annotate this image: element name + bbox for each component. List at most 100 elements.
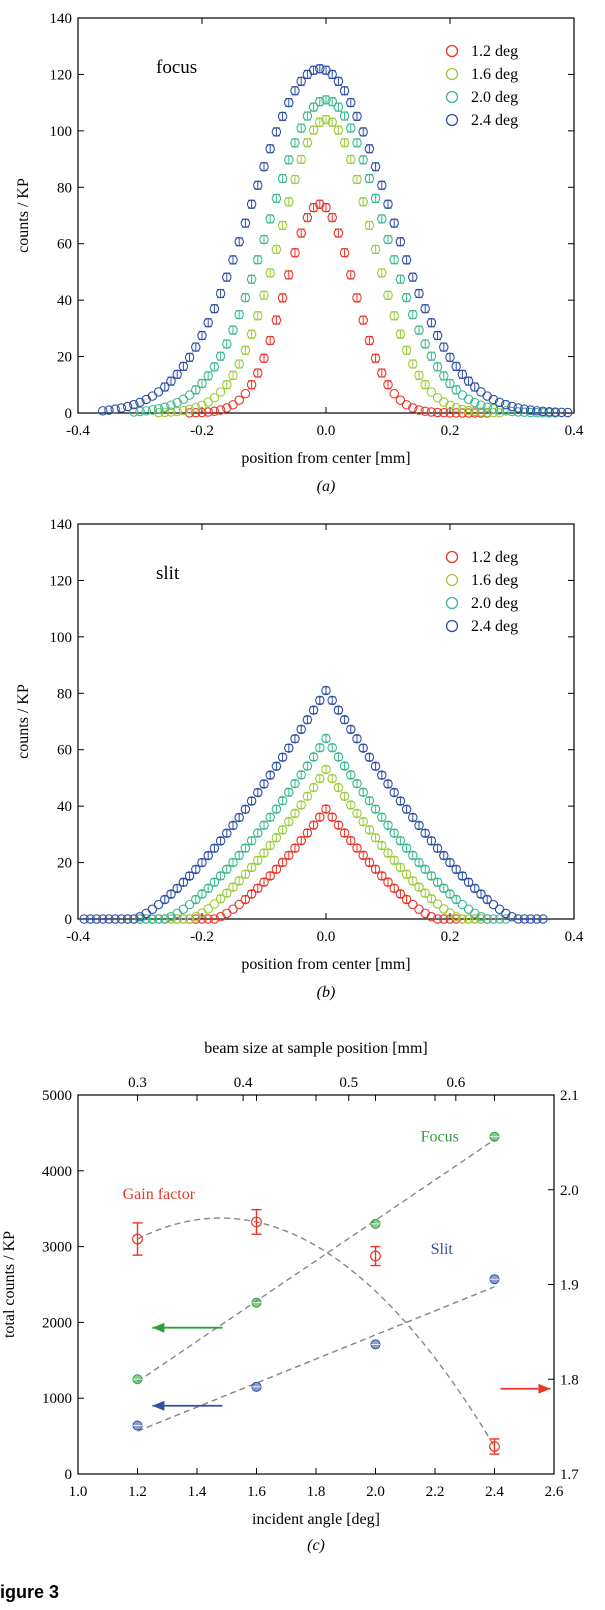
data-point-b <box>370 833 381 843</box>
data-point <box>352 734 362 744</box>
data-point <box>284 787 294 798</box>
data-point-b <box>222 864 232 875</box>
data-point <box>507 401 517 412</box>
data-point-b <box>160 914 170 924</box>
data-point <box>408 850 418 861</box>
data-point-a <box>426 387 437 397</box>
data-point <box>129 914 139 924</box>
data-point-b <box>358 816 368 827</box>
data-point-a <box>457 404 468 415</box>
data-point-a <box>290 86 300 96</box>
data-point <box>209 899 220 909</box>
data-point <box>104 914 114 924</box>
data-point-gain-factor <box>370 1245 381 1267</box>
data-point-a <box>234 237 244 247</box>
data-point <box>470 914 480 924</box>
data-point-a <box>451 403 461 413</box>
x-tick-label-a: 0.4 <box>565 423 584 439</box>
data-point-b <box>265 812 275 822</box>
data-point-b <box>346 770 356 780</box>
data-point-a <box>346 154 356 165</box>
data-point-b <box>370 864 381 874</box>
data-point-a <box>488 394 499 405</box>
data-point-a <box>339 137 350 148</box>
data-point-a <box>439 371 449 381</box>
data-point-b <box>277 752 288 762</box>
data-point <box>209 393 220 403</box>
data-point <box>166 376 176 386</box>
data-point <box>364 173 375 184</box>
data-point <box>451 911 461 922</box>
data-point-a <box>277 111 288 122</box>
data-point-focus <box>251 1297 262 1308</box>
data-point <box>358 816 368 827</box>
data-point-a <box>228 325 238 335</box>
panel-label-a: (a) <box>317 478 336 495</box>
data-point <box>315 64 325 74</box>
data-point-a <box>463 405 474 416</box>
data-point-b <box>451 864 461 875</box>
legend-marker-a <box>445 44 459 58</box>
data-point <box>209 362 220 372</box>
data-point <box>358 197 368 207</box>
data-point <box>290 843 300 853</box>
data-point-a <box>383 290 393 301</box>
data-point-a <box>209 406 220 416</box>
data-point-gain-factor <box>489 1438 500 1455</box>
data-point <box>153 387 164 397</box>
y-tick-label-b: 20 <box>57 856 72 872</box>
data-point <box>420 379 430 390</box>
data-point-b <box>104 914 114 924</box>
data-point <box>321 95 331 105</box>
data-point <box>141 406 151 416</box>
data-point <box>277 825 288 835</box>
x-axis-label-a: position from center [mm] <box>241 450 410 467</box>
data-point-b <box>333 705 344 715</box>
data-point <box>271 761 282 772</box>
data-point <box>377 368 387 378</box>
data-point <box>302 137 313 148</box>
data-point-a <box>160 402 170 412</box>
data-point-a <box>395 395 406 405</box>
data-point-b <box>184 899 195 910</box>
x-tick-label-c: 1.0 <box>69 1484 88 1500</box>
data-point <box>116 403 127 413</box>
data-point <box>432 362 443 372</box>
legend-marker-b <box>445 596 459 610</box>
data-point <box>339 137 350 148</box>
data-point-b <box>507 912 517 922</box>
data-point-b <box>116 914 127 924</box>
data-point <box>408 272 418 282</box>
data-point-a <box>228 370 238 381</box>
data-point-a <box>296 154 306 165</box>
data-point <box>197 857 207 868</box>
data-point <box>414 857 424 868</box>
data-point <box>383 848 393 858</box>
x-tick-label-a: 0.2 <box>441 423 460 439</box>
y-tick-label-c: 2000 <box>42 1315 72 1331</box>
data-point-b <box>302 828 313 838</box>
data-point <box>240 843 251 853</box>
data-point-b <box>352 778 362 789</box>
data-point-a <box>284 97 294 108</box>
data-point <box>333 752 344 762</box>
data-point-b <box>451 911 461 922</box>
panel-label-b: (b) <box>317 984 336 1001</box>
data-point <box>191 342 201 352</box>
fit-line-focus <box>137 1139 495 1383</box>
data-point <box>327 812 337 822</box>
x-tick-label-c: 1.6 <box>247 1484 266 1500</box>
data-point-b <box>463 904 474 914</box>
data-point <box>265 770 275 780</box>
data-point <box>321 804 331 814</box>
data-point-b <box>277 796 288 806</box>
data-point-a <box>476 407 486 417</box>
data-point <box>215 894 226 904</box>
data-point <box>457 871 468 881</box>
data-point <box>110 404 120 414</box>
data-point-b <box>203 883 213 894</box>
data-point <box>240 388 251 399</box>
data-point <box>203 397 213 407</box>
data-point-a <box>290 247 300 258</box>
data-point <box>234 237 244 247</box>
